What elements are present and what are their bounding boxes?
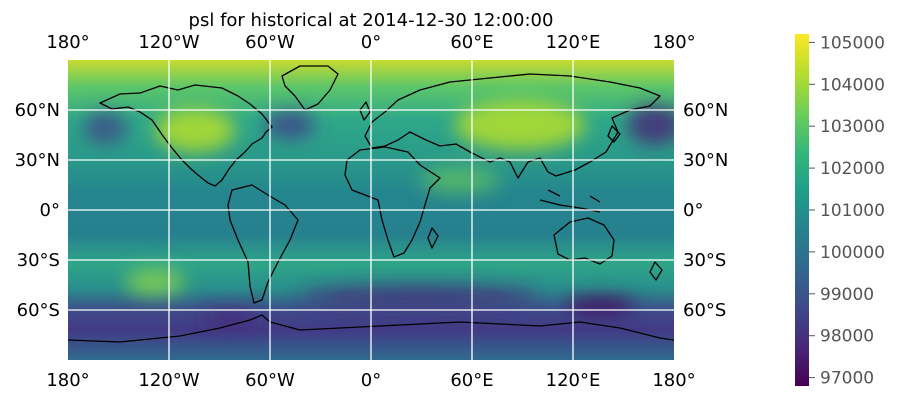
lat-tick-label-left: 30°S — [17, 250, 60, 271]
colorbar-gradient — [795, 34, 809, 386]
pressure-anomalies — [83, 100, 674, 326]
lon-tick-label-top: 120°E — [546, 32, 601, 53]
coastline-greenland — [281, 65, 339, 111]
coastline-eurasia — [364, 73, 661, 179]
gridlines — [68, 60, 674, 360]
coastline-africa — [344, 146, 441, 258]
lon-tick-label-top: 0° — [361, 32, 381, 53]
lat-tick-label-left: 30°N — [15, 150, 60, 171]
lat-tick-label-right: 0° — [683, 200, 703, 221]
colorbar-tick-label: 97000 — [820, 369, 874, 389]
lon-ticks-top: 180° 120°W 60°W 0° 60°E 120°E 180° — [46, 32, 695, 53]
lat-tick-label-left: 60°S — [17, 300, 60, 321]
lon-ticks-bottom: 180° 120°W 60°W 0° 60°E 120°E 180° — [46, 370, 695, 391]
lat-tick-label-right: 30°N — [683, 150, 728, 171]
coastline-antarctica — [68, 314, 674, 343]
colorbar-tick-label: 101000 — [820, 201, 885, 221]
coastline-japan — [607, 125, 621, 143]
coastline-madagascar — [427, 227, 439, 249]
lat-tick-label-left: 60°N — [15, 100, 60, 121]
colorbar-ticks: 105000 104000 103000 102000 101000 100000 9900… — [809, 33, 885, 389]
colorbar-tick-label: 100000 — [820, 243, 885, 263]
colorbar-tick-label: 102000 — [820, 159, 885, 179]
lon-tick-label-top: 180° — [46, 32, 89, 53]
lon-tick-label-bottom: 60°W — [245, 370, 295, 391]
lon-tick-label-bottom: 60°E — [450, 370, 493, 391]
coastline-new-zealand — [649, 261, 663, 281]
colorbar-tick-label: 103000 — [820, 117, 885, 137]
colorbar-tick-label: 105000 — [820, 33, 885, 53]
coastlines — [68, 65, 674, 343]
lat-tick-label-right: 60°S — [683, 300, 726, 321]
lat-tick-label-right: 30°S — [683, 250, 726, 271]
colorbar-tick-label: 104000 — [820, 75, 885, 95]
lat-tick-label-right: 60°N — [683, 100, 728, 121]
coastline-australia — [553, 217, 615, 265]
lon-tick-label-top: 60°E — [450, 32, 493, 53]
colorbar: 105000 104000 103000 102000 101000 100000 9900… — [795, 33, 885, 389]
lon-tick-label-top: 60°W — [245, 32, 295, 53]
lon-tick-label-top: 180° — [652, 32, 695, 53]
lon-tick-label-bottom: 0° — [361, 370, 381, 391]
pressure-field — [68, 60, 674, 360]
lat-tick-label-left: 0° — [40, 200, 60, 221]
map-title: psl for historical at 2014-12-30 12:00:0… — [189, 10, 554, 31]
colorbar-tick-label: 99000 — [820, 285, 874, 305]
lon-tick-label-bottom: 180° — [46, 370, 89, 391]
coastline-north-america — [99, 84, 273, 187]
lon-tick-label-bottom: 120°E — [546, 370, 601, 391]
lat-ticks-right: 60°N 30°N 0° 30°S 60°S — [683, 100, 728, 321]
lat-ticks-left: 60°N 30°N 0° 30°S 60°S — [15, 100, 60, 321]
lon-tick-label-top: 120°W — [138, 32, 199, 53]
colorbar-tick-label: 98000 — [820, 327, 874, 347]
coastline-south-america — [227, 184, 299, 304]
lon-tick-label-bottom: 120°W — [138, 370, 199, 391]
lon-tick-label-bottom: 180° — [652, 370, 695, 391]
coastline-britain — [359, 101, 371, 121]
